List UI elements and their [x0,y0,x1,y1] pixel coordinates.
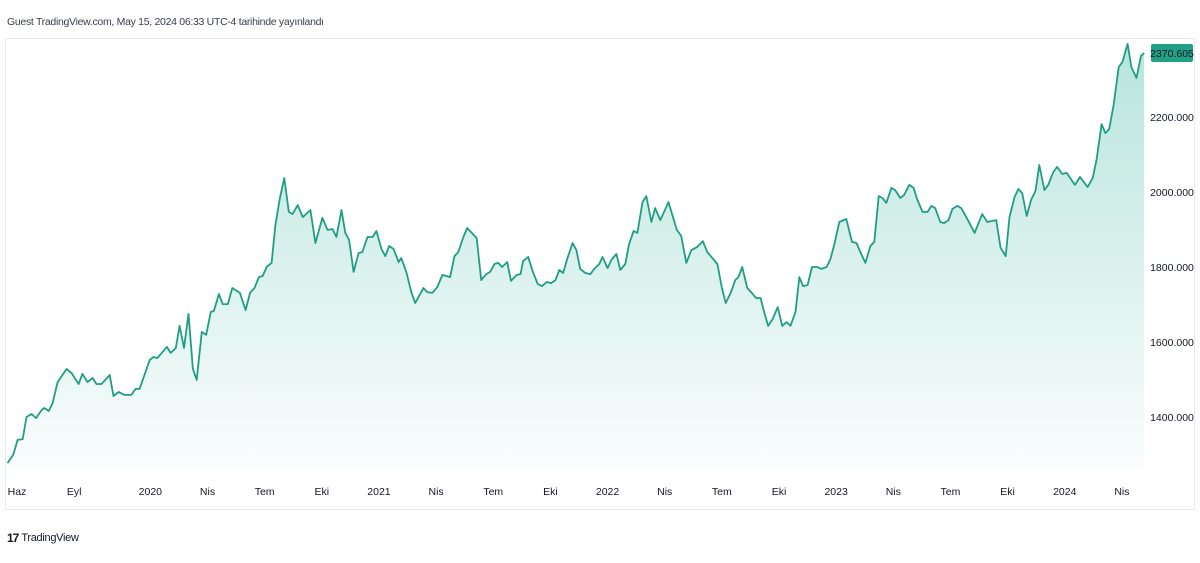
y-axis[interactable]: 1400.000 1600.000 1800.000 2000.000 2200.000 [1150,112,1194,424]
tradingview-logo-icon: 17 [7,531,19,545]
x-tick-label: Eki [1000,486,1015,498]
y-tick-label: 1600.000 [1150,337,1194,349]
last-price-value: 2370.605 [1150,48,1194,60]
last-price-label: 2370.605 [1150,44,1194,62]
y-tick-label: 2200.000 [1150,112,1194,124]
published-by-caption: Guest TradingView.com, May 15, 2024 06:3… [7,16,324,28]
x-tick-label: 2022 [596,486,620,498]
brand-name: TradingView [21,532,79,544]
y-tick-label: 1400.000 [1150,412,1194,424]
x-axis[interactable]: Haz Eyl 2020 Nis Tem Eki 2021 Nis Tem Eki 2022 Nis T… [8,486,1130,498]
x-tick-label: Tem [712,486,732,498]
x-tick-label: Nis [1114,486,1129,498]
y-tick-label: 1800.000 [1150,262,1194,274]
x-tick-label: Nis [429,486,444,498]
x-tick-label: Nis [200,486,215,498]
x-tick-label: Haz [8,486,27,498]
x-tick-label: Tem [483,486,503,498]
x-tick-label: Nis [886,486,901,498]
x-tick-label: Eyl [67,486,82,498]
x-tick-label: Eki [315,486,330,498]
y-tick-label: 2000.000 [1150,187,1194,199]
x-tick-label: Tem [255,486,275,498]
x-tick-label: 2024 [1053,486,1077,498]
x-tick-label: Eki [772,486,787,498]
chart-frame [5,38,1195,510]
footer-branding: 17 TradingView [7,531,79,545]
x-tick-label: 2020 [139,486,163,498]
series-line [6,43,1145,464]
series-area-fill [7,43,1145,471]
x-tick-label: 2023 [824,486,848,498]
x-tick-label: Eki [543,486,558,498]
x-tick-label: Nis [657,486,672,498]
x-tick-label: Tem [941,486,961,498]
x-tick-label: 2021 [367,486,391,498]
